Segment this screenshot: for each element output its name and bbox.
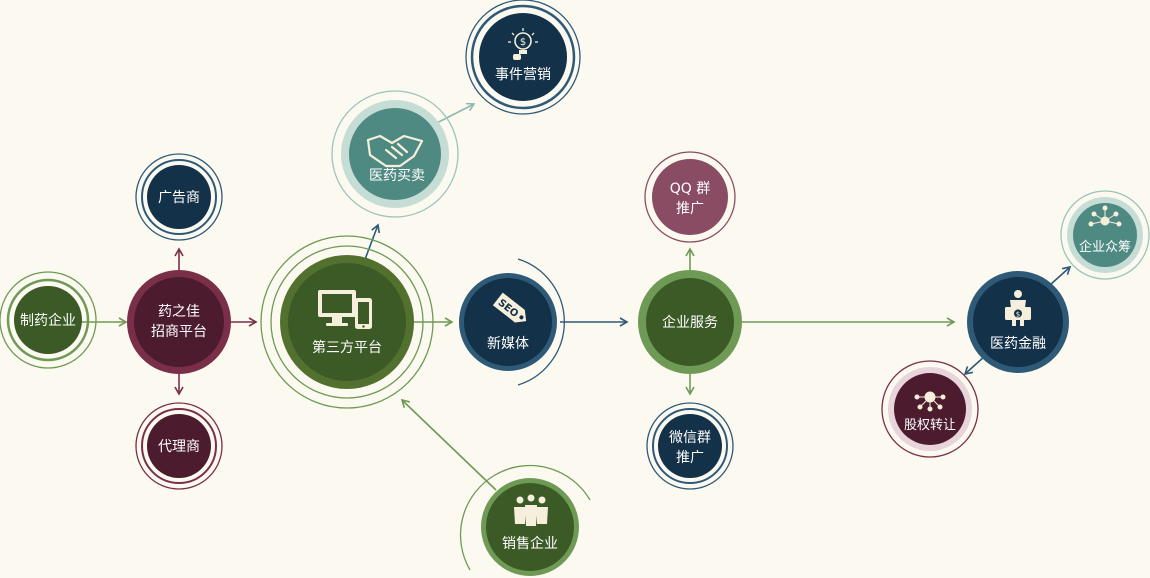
node-wechat-group: 微信群 推广 <box>646 402 734 490</box>
handshake-icon <box>366 134 424 168</box>
sales-company-label: 销售企业 <box>502 535 558 552</box>
equity-network-icon <box>914 391 946 412</box>
node-event-marketing: $ 事件营销 <box>465 0 581 115</box>
arrow-finance-to-equity <box>963 355 986 376</box>
crowdfunding-label: 企业众筹 <box>1079 239 1131 255</box>
node-new-media: SEO 新媒体 <box>459 258 565 386</box>
node-pharma-trade: 医药买卖 <box>331 90 459 218</box>
node-pharma-company: 制药企业 <box>0 271 97 369</box>
node-pharma-finance: $ 医药金融 <box>967 271 1069 373</box>
new-media-label: 新媒体 <box>487 336 529 352</box>
arrow-sales-to-platform <box>400 398 497 491</box>
arrow-platform-to-trade <box>363 223 381 263</box>
yaozhijia-line1: 药之佳 <box>158 304 200 320</box>
arrow-finance-to-crowdfunding <box>1049 265 1072 286</box>
node-enterprise-service: 企业服务 <box>638 270 742 374</box>
wechat-group-line1: 微信群 <box>669 430 711 446</box>
dollar-sign-icon: $ <box>520 37 526 48</box>
node-crowdfunding: 企业众筹 <box>1060 190 1150 280</box>
event-marketing-label: 事件营销 <box>495 67 551 83</box>
pharma-company-label: 制药企业 <box>20 312 76 329</box>
crowd-network-icon <box>1088 205 1122 227</box>
advertiser-label: 广告商 <box>158 190 200 206</box>
devices-icon <box>318 290 372 329</box>
businessman-money-icon: $ <box>1005 290 1031 326</box>
pharma-trade-label: 医药买卖 <box>369 168 425 184</box>
enterprise-service-label: 企业服务 <box>662 314 718 331</box>
node-agent: 代理商 <box>135 402 223 490</box>
yaozhijia-line2: 招商平台 <box>151 324 207 340</box>
node-advertiser: 广告商 <box>135 153 223 241</box>
equity-transfer-label: 股权转让 <box>904 417 956 433</box>
qq-group-line1: QQ 群 <box>670 181 711 197</box>
node-qq-group: QQ 群 推广 <box>644 151 736 243</box>
qq-group-line2: 推广 <box>676 201 704 217</box>
node-yaozhijia: 药之佳 招商平台 <box>127 270 231 374</box>
third-party-platform-label: 第三方平台 <box>312 339 382 356</box>
dollar-icon: $ <box>1016 311 1020 319</box>
node-sales-company: 销售企业 <box>459 464 591 576</box>
team-people-icon <box>514 494 548 526</box>
pharma-finance-label: 医药金融 <box>990 336 1046 352</box>
node-third-party-platform: 第三方平台 <box>260 235 434 409</box>
agent-label: 代理商 <box>158 439 200 455</box>
lightbulb-icon: $ <box>508 28 538 60</box>
node-equity-transfer: 股权转让 <box>881 360 979 458</box>
wechat-group-line2: 推广 <box>676 450 704 466</box>
